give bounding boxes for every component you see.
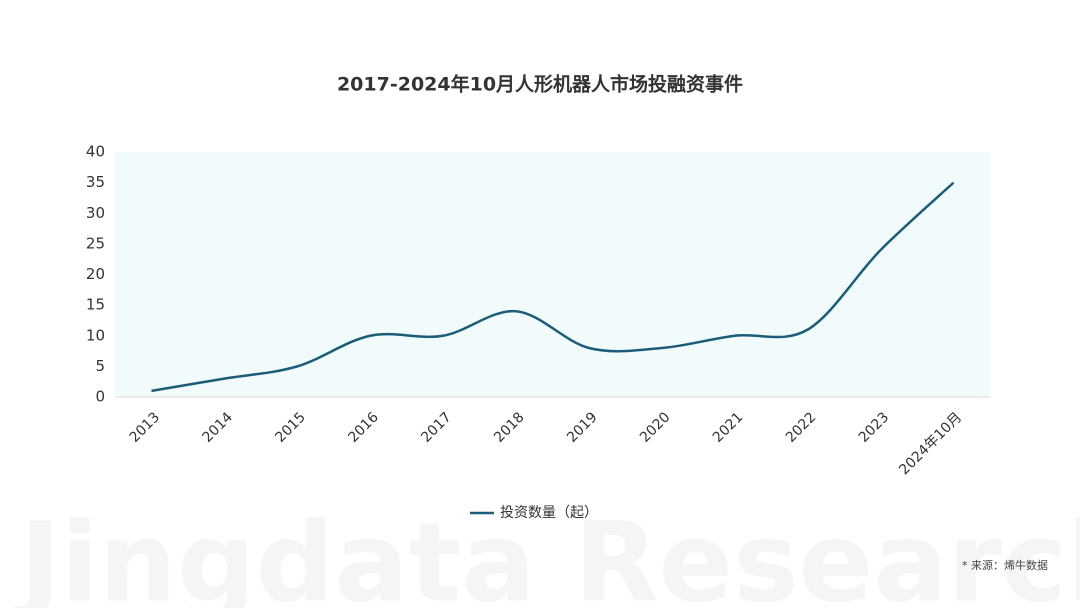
x-tick-label: 2023 (856, 409, 893, 446)
x-tick-label: 2014 (200, 409, 237, 446)
y-tick-label: 40 (86, 143, 105, 161)
x-tick-label: 2018 (491, 409, 528, 446)
x-tick-label: 2015 (272, 409, 309, 446)
plot-area (115, 152, 990, 397)
x-tick-label: 2020 (637, 409, 674, 446)
chart-title: 2017-2024年10月人形机器人市场投融资事件 (337, 73, 743, 96)
x-tick-label: 2022 (783, 409, 820, 446)
y-tick-label: 10 (86, 326, 105, 344)
x-tick-label: 2013 (127, 409, 164, 446)
line (151, 181, 955, 393)
legend-label: 投资数量（起） (500, 505, 598, 521)
x-tick-label: 2024年10月 (896, 409, 965, 478)
x-tick-label: 2016 (345, 409, 382, 446)
watermark: Jingdata Research (13, 498, 1080, 608)
x-tick-label: 2019 (564, 409, 601, 446)
y-tick-label: 0 (95, 388, 105, 406)
source-note: * 来源：烯牛数据 (962, 558, 1048, 572)
y-tick-label: 35 (86, 173, 105, 191)
y-tick-label: 30 (86, 204, 105, 222)
y-tick-label: 20 (86, 265, 105, 283)
y-tick-label: 15 (86, 296, 105, 314)
y-tick-label: 25 (86, 234, 105, 252)
x-tick-label: 2017 (418, 409, 455, 446)
x-tick-label: 2021 (710, 409, 747, 446)
y-tick-label: 5 (95, 357, 105, 375)
